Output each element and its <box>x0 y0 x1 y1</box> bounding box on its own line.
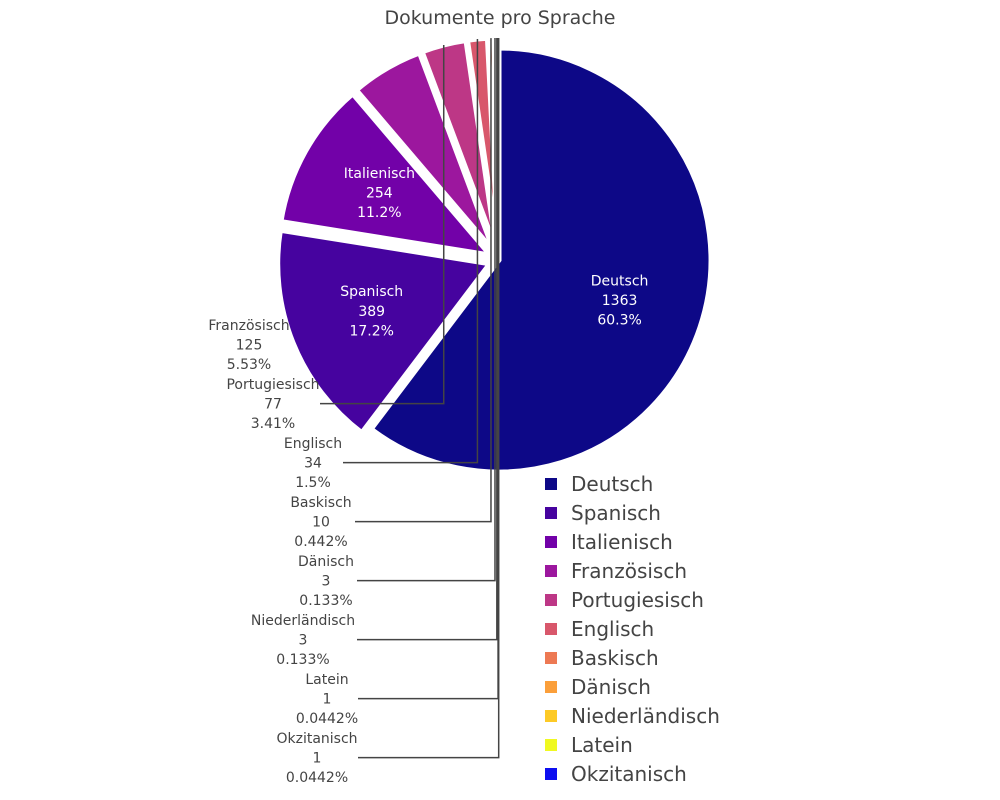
legend-swatch <box>545 507 557 519</box>
legend-item-franzosisch[interactable]: Französisch <box>545 559 687 583</box>
legend-swatch <box>545 681 557 693</box>
label-englisch: Englisch 34 1.5% <box>284 436 342 491</box>
legend-label: Baskisch <box>571 646 659 670</box>
label-italienisch: Italienisch 254 11.2% <box>344 166 415 221</box>
legend-item-spanisch[interactable]: Spanisch <box>545 501 661 525</box>
label-portugiesisch: Portugiesisch 77 3.41% <box>226 377 319 432</box>
label-franzosisch: Französisch 125 5.53% <box>208 318 289 373</box>
slice-franzosisch[interactable] <box>352 49 497 254</box>
legend-label: Portugiesisch <box>571 588 704 612</box>
chart-title: Dokumente pro Sprache <box>384 7 615 29</box>
slice-deutsch[interactable] <box>367 45 714 475</box>
leader-niederlandisch <box>357 38 498 641</box>
leader-danisch <box>357 38 496 582</box>
legend-label: Latein <box>571 733 633 757</box>
legend-swatch <box>545 594 557 606</box>
legend-label: Dänisch <box>571 675 651 699</box>
legend-swatch <box>545 623 557 635</box>
legend: Deutsch Spanisch Italienisch Französisch Por… <box>545 472 720 786</box>
legend-item-latein[interactable]: Latein <box>545 733 633 757</box>
legend-item-baskisch[interactable]: Baskisch <box>545 646 659 670</box>
label-baskisch: Baskisch 10 0.442% <box>290 495 351 550</box>
leader-lines <box>320 38 500 759</box>
legend-item-okzitanisch[interactable]: Okzitanisch <box>545 762 687 786</box>
slice-labels: Deutsch 1363 60.3% Spanisch 389 17.2% Italieni… <box>208 166 648 786</box>
label-spanisch: Spanisch 389 17.2% <box>340 284 403 339</box>
legend-swatch <box>545 478 557 490</box>
label-deutsch: Deutsch 1363 60.3% <box>591 273 649 328</box>
legend-label: Spanisch <box>571 501 661 525</box>
slice-italienisch[interactable] <box>278 90 497 259</box>
legend-item-englisch[interactable]: Englisch <box>545 617 654 641</box>
legend-label: Okzitanisch <box>571 762 687 786</box>
legend-swatch <box>545 652 557 664</box>
legend-item-danisch[interactable]: Dänisch <box>545 675 651 699</box>
legend-swatch <box>545 710 557 722</box>
leader-baskisch <box>355 38 492 523</box>
legend-label: Französisch <box>571 559 687 583</box>
leader-englisch <box>343 39 479 464</box>
legend-swatch <box>545 536 557 548</box>
slice-spanisch[interactable] <box>275 227 495 437</box>
legend-swatch <box>545 768 557 780</box>
label-niederlandisch: Niederländisch 3 0.133% <box>251 613 355 668</box>
legend-item-niederlandisch[interactable]: Niederländisch <box>545 704 720 728</box>
legend-label: Deutsch <box>571 472 653 496</box>
legend-swatch <box>545 565 557 577</box>
leader-okzitanisch <box>358 38 500 759</box>
legend-swatch <box>545 739 557 751</box>
leader-portugiesisch <box>320 44 445 405</box>
legend-item-italienisch[interactable]: Italienisch <box>545 530 673 554</box>
legend-label: Niederländisch <box>571 704 720 728</box>
legend-label: Italienisch <box>571 530 673 554</box>
label-latein: Latein 1 0.0442% <box>296 672 358 727</box>
legend-item-deutsch[interactable]: Deutsch <box>545 472 653 496</box>
label-okzitanisch: Okzitanisch 1 0.0442% <box>276 731 357 786</box>
label-danisch: Dänisch 3 0.133% <box>298 554 354 609</box>
legend-label: Englisch <box>571 617 654 641</box>
legend-item-portugiesisch[interactable]: Portugiesisch <box>545 588 704 612</box>
